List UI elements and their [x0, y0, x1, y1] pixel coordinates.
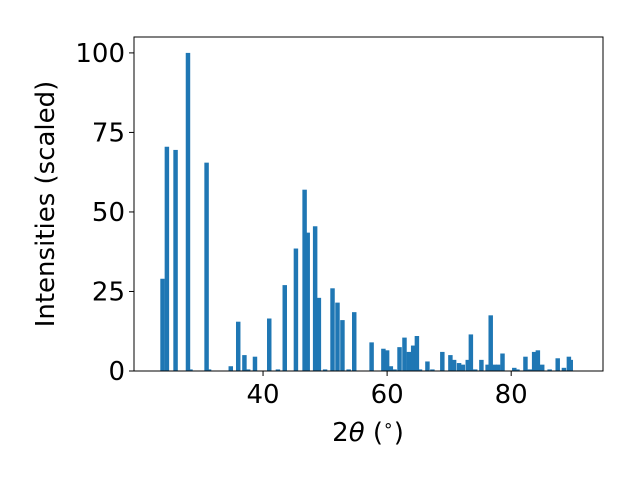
bar — [527, 369, 533, 371]
bar — [282, 285, 287, 371]
bar — [535, 350, 541, 371]
y-axis: 0 25 50 75 100 — [75, 39, 134, 387]
bar — [539, 364, 545, 371]
y-tick-label: 75 — [92, 118, 125, 148]
bar — [547, 369, 552, 371]
y-tick-label: 0 — [108, 357, 125, 387]
bar — [417, 369, 423, 371]
bar — [485, 364, 490, 371]
bar — [242, 355, 247, 371]
bar — [523, 356, 528, 371]
bar — [160, 278, 165, 371]
bar — [440, 351, 445, 371]
bar — [312, 226, 318, 371]
bar — [204, 162, 209, 371]
bar — [488, 315, 493, 371]
bar — [468, 334, 474, 371]
bar — [414, 336, 420, 371]
bar — [245, 369, 251, 371]
bar — [397, 347, 402, 371]
bar — [388, 366, 394, 371]
bar — [568, 359, 573, 371]
bar — [531, 351, 537, 371]
y-axis-title: Intensities (scaled) — [31, 81, 61, 328]
bar — [561, 367, 567, 371]
bar — [500, 353, 505, 371]
x-title-number: 2 — [332, 418, 349, 448]
bar — [465, 359, 470, 371]
y-tick-label: 50 — [92, 198, 125, 228]
x-title-theta: θ — [349, 418, 365, 448]
bar — [228, 366, 234, 371]
y-tick-label: 100 — [75, 39, 125, 69]
plot-frame — [133, 36, 604, 372]
bar — [456, 363, 462, 371]
bar — [206, 369, 212, 371]
bar — [305, 232, 310, 371]
bar — [185, 52, 191, 372]
bar — [384, 350, 390, 371]
bar — [369, 342, 374, 371]
bar — [188, 369, 193, 371]
bar — [252, 356, 258, 371]
bar — [451, 359, 457, 371]
bar — [402, 337, 407, 371]
bar — [267, 318, 272, 371]
x-axis: 40 60 80 — [246, 371, 528, 410]
bar — [448, 355, 453, 371]
bar — [316, 297, 322, 371]
bar — [173, 149, 178, 371]
x-title-degree: ∘ — [383, 416, 394, 436]
bar — [512, 367, 517, 371]
bar — [430, 369, 435, 371]
bar — [495, 364, 501, 371]
bar — [335, 302, 340, 371]
bar — [392, 369, 397, 371]
bar — [275, 369, 281, 371]
bar — [293, 248, 299, 371]
bar — [555, 358, 560, 371]
bar — [515, 369, 520, 371]
x-tick-label: 80 — [495, 380, 528, 410]
bar — [410, 345, 416, 371]
bar — [352, 312, 357, 371]
bar — [472, 369, 478, 371]
x-title-paren-open: ( — [365, 418, 383, 448]
x-axis-title: 2θ (∘) — [332, 416, 404, 448]
bar — [479, 359, 484, 371]
bar — [340, 320, 345, 371]
bar — [492, 364, 497, 371]
x-tick-label: 60 — [371, 380, 404, 410]
x-title-paren-close: ) — [394, 418, 404, 448]
bar — [406, 351, 412, 371]
bar — [302, 189, 307, 371]
bars — [160, 52, 573, 372]
bar — [346, 369, 351, 371]
bar — [381, 348, 386, 371]
bar — [330, 288, 335, 371]
y-tick-label: 25 — [92, 277, 125, 307]
bar — [460, 364, 466, 371]
bar — [322, 369, 328, 371]
bar — [164, 146, 170, 371]
bar — [425, 361, 430, 371]
bar — [235, 321, 241, 371]
x-tick-label: 40 — [246, 380, 279, 410]
